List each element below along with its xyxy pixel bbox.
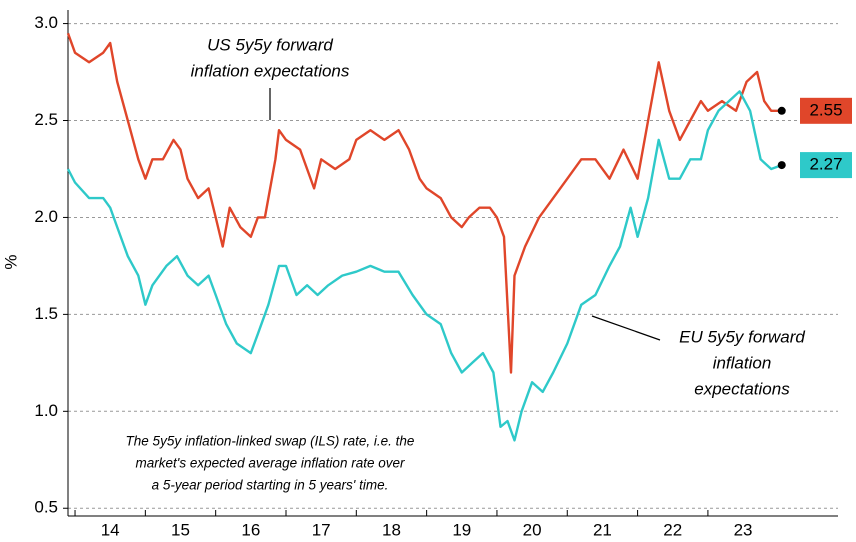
series-annotation: expectations bbox=[694, 379, 790, 398]
end-label-box bbox=[800, 97, 852, 124]
x-tick-label: 22 bbox=[663, 520, 682, 539]
x-tick-label: 18 bbox=[382, 520, 401, 539]
x-tick-label: 21 bbox=[593, 520, 612, 539]
y-axis-label: % bbox=[1, 254, 20, 269]
x-tick-label: 16 bbox=[241, 520, 260, 539]
note: a 5-year period starting in 5 years' tim… bbox=[152, 478, 389, 493]
x-tick-label: 14 bbox=[101, 520, 120, 539]
series-annotation: inflation bbox=[713, 353, 772, 372]
end-dot bbox=[777, 106, 786, 115]
y-tick-label: 2.0 bbox=[34, 207, 58, 226]
end-label: 2.27 bbox=[809, 155, 842, 174]
series-annotation: inflation expectations bbox=[191, 61, 350, 80]
y-tick-label: 1.5 bbox=[34, 304, 58, 323]
x-tick-label: 15 bbox=[171, 520, 190, 539]
end-label-box bbox=[800, 152, 852, 179]
y-tick-label: 3.0 bbox=[34, 13, 58, 32]
note: market's expected average inflation rate… bbox=[136, 456, 405, 471]
end-label: 2.55 bbox=[809, 100, 842, 119]
series-annotation: US 5y5y forward bbox=[207, 35, 333, 54]
y-tick-label: 0.5 bbox=[34, 498, 58, 517]
x-tick-label: 23 bbox=[734, 520, 753, 539]
note: The 5y5y inflation-linked swap (ILS) rat… bbox=[126, 434, 415, 449]
x-tick-label: 19 bbox=[452, 520, 471, 539]
series-line bbox=[66, 90, 783, 442]
y-tick-label: 2.5 bbox=[34, 110, 58, 129]
series-line bbox=[66, 32, 782, 374]
end-dot bbox=[777, 161, 786, 170]
y-tick-label: 1.0 bbox=[34, 401, 58, 420]
x-tick-label: 20 bbox=[523, 520, 542, 539]
leader-line bbox=[591, 315, 661, 341]
series-annotation: EU 5y5y forward bbox=[679, 327, 805, 346]
x-tick-label: 17 bbox=[312, 520, 331, 539]
